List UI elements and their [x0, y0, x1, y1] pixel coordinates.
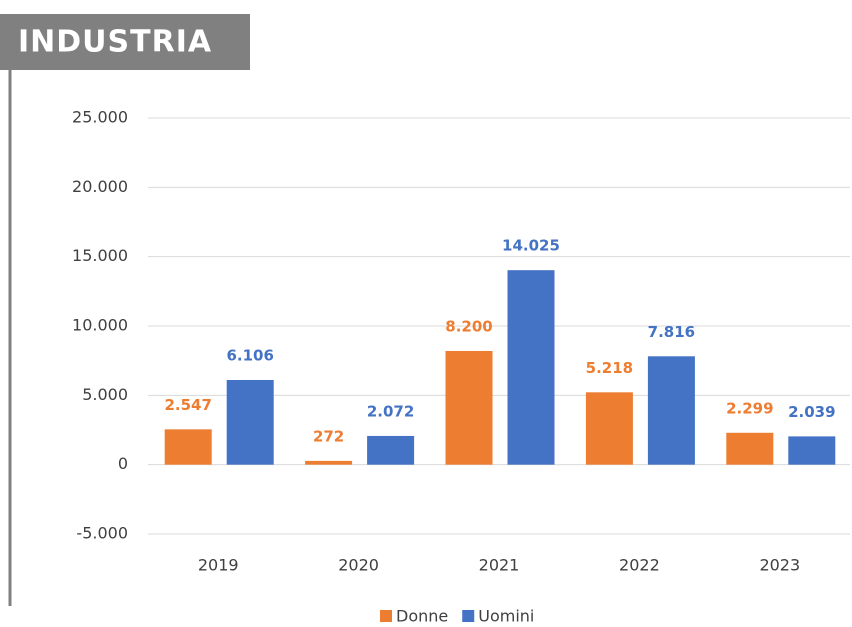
value-label: 272 — [313, 427, 344, 445]
y-tick-label: 25.000 — [72, 108, 128, 127]
value-label: 7.816 — [648, 323, 695, 341]
y-tick-label: 20.000 — [72, 177, 128, 196]
bar — [164, 429, 212, 465]
y-tick-label: 5.000 — [82, 385, 128, 404]
bar — [788, 436, 836, 465]
title-box — [0, 14, 250, 70]
legend-swatch — [462, 610, 475, 622]
y-tick-label: 10.000 — [72, 316, 128, 335]
value-label: 2.547 — [164, 396, 211, 414]
bar — [726, 432, 774, 465]
chart-title: INDUSTRIA — [18, 25, 212, 60]
y-tick-label: 0 — [118, 454, 128, 473]
x-tick-label: 2019 — [198, 556, 239, 575]
bar — [226, 379, 274, 465]
bar — [367, 435, 415, 465]
bar — [647, 356, 695, 465]
bar — [445, 350, 493, 465]
value-label: 2.072 — [367, 402, 414, 420]
x-tick-label: 2021 — [479, 556, 520, 575]
x-tick-label: 2022 — [619, 556, 660, 575]
value-label: 5.218 — [586, 359, 633, 377]
legend-label: Uomini — [478, 607, 534, 626]
bar — [507, 270, 555, 465]
y-tick-label: 15.000 — [72, 246, 128, 265]
value-label: 6.106 — [226, 346, 273, 364]
legend-label: Donne — [396, 607, 448, 626]
value-label: 2.299 — [726, 399, 773, 417]
value-label: 8.200 — [445, 317, 492, 335]
bar — [305, 460, 353, 465]
bar — [585, 392, 633, 465]
y-tick-label: -5.000 — [76, 524, 128, 543]
value-label: 14.025 — [502, 237, 560, 255]
x-tick-label: 2023 — [759, 556, 800, 575]
legend-swatch — [380, 610, 392, 622]
x-tick-label: 2020 — [338, 556, 379, 575]
value-label: 2.039 — [788, 403, 835, 421]
